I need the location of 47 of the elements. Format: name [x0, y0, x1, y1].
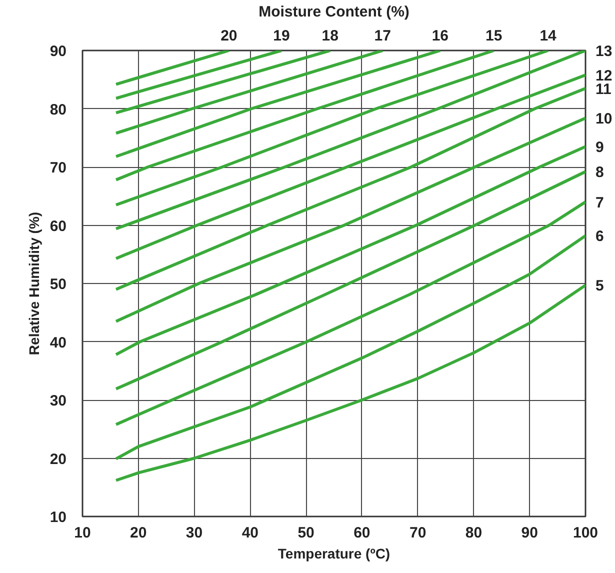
y-tick-label: 90	[50, 43, 67, 60]
line-series	[114, 170, 586, 390]
series-label: 9	[596, 139, 604, 156]
x-tick-label: 90	[521, 524, 538, 542]
x-tick-label: 100	[572, 524, 598, 542]
y-tick-label: 20	[50, 450, 67, 468]
line-series	[114, 50, 496, 182]
x-tick-label: 30	[186, 524, 203, 542]
y-axis-title: Relative Humidity (%)	[26, 212, 42, 356]
series-label: 6	[596, 228, 604, 246]
series-label: 14	[540, 28, 558, 44]
y-tick-label: 50	[50, 276, 67, 293]
series-label: 5	[596, 278, 604, 295]
y-tick-label: 10	[50, 509, 67, 526]
series-label: 10	[596, 110, 612, 128]
series-label: 20	[220, 28, 238, 44]
series-label: 7	[596, 194, 604, 212]
series-label: 17	[374, 28, 391, 44]
series-label: 8	[596, 164, 604, 182]
series-label: 16	[432, 28, 449, 44]
x-tick-label: 80	[465, 524, 482, 542]
line-series	[114, 50, 586, 230]
y-tick-label: 60	[50, 218, 67, 235]
line-series	[114, 73, 586, 260]
y-tick-label: 40	[50, 334, 67, 352]
y-tick-label: 30	[50, 392, 67, 410]
y-tick-label: 80	[50, 101, 67, 118]
series-label: 19	[273, 28, 290, 44]
x-tick-label: 70	[409, 524, 426, 542]
y-tick-label: 70	[50, 160, 67, 176]
line-series	[114, 284, 586, 482]
x-tick-label: 20	[130, 524, 147, 542]
x-tick-label: 10	[74, 524, 91, 542]
series-label: 15	[486, 28, 502, 44]
line-series	[114, 200, 586, 426]
line-series	[114, 86, 586, 291]
series-label: 13	[596, 43, 612, 60]
line-series	[114, 50, 550, 206]
line-series	[114, 234, 586, 460]
x-axis-title: Temperature (ºC)	[278, 546, 390, 562]
x-tick-label: 50	[298, 524, 314, 542]
line-series	[114, 116, 586, 323]
series-label: 18	[322, 28, 338, 44]
legend-title: Moisture Content (%)	[258, 4, 410, 20]
x-tick-label: 40	[242, 524, 259, 542]
x-tick-label: 60	[354, 524, 370, 542]
line-series	[114, 145, 586, 356]
